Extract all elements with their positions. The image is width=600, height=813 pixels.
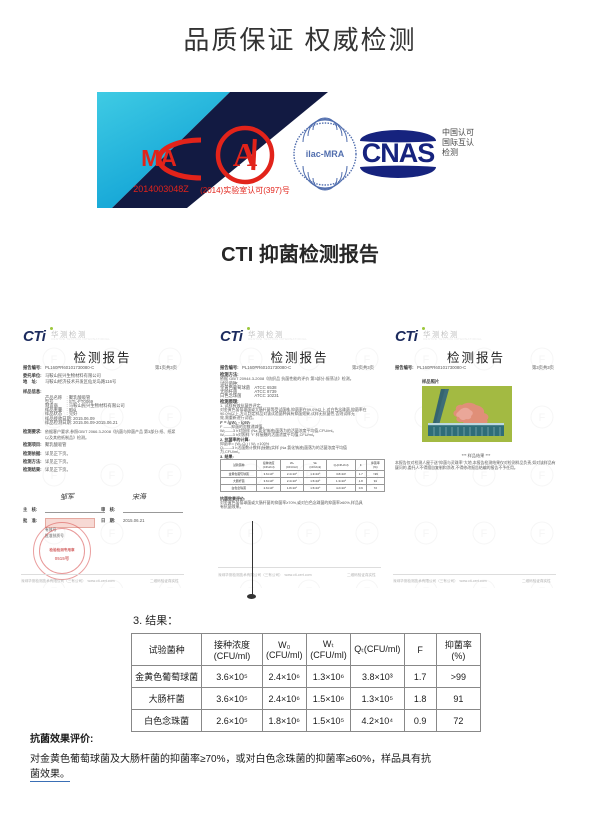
svg-text:检测: 检测 xyxy=(442,147,458,157)
svg-text:MA: MA xyxy=(141,145,177,171)
svg-text:2014003048Z: 2014003048Z xyxy=(133,184,189,194)
svg-text:(2014)实验室认可(397)号: (2014)实验室认可(397)号 xyxy=(200,185,290,195)
svg-text:中国认可: 中国认可 xyxy=(442,127,474,137)
svg-text:ilac-MRA: ilac-MRA xyxy=(306,149,345,159)
svg-text:国际互认: 国际互认 xyxy=(442,137,474,147)
svg-text:CNAS: CNAS xyxy=(362,138,435,168)
